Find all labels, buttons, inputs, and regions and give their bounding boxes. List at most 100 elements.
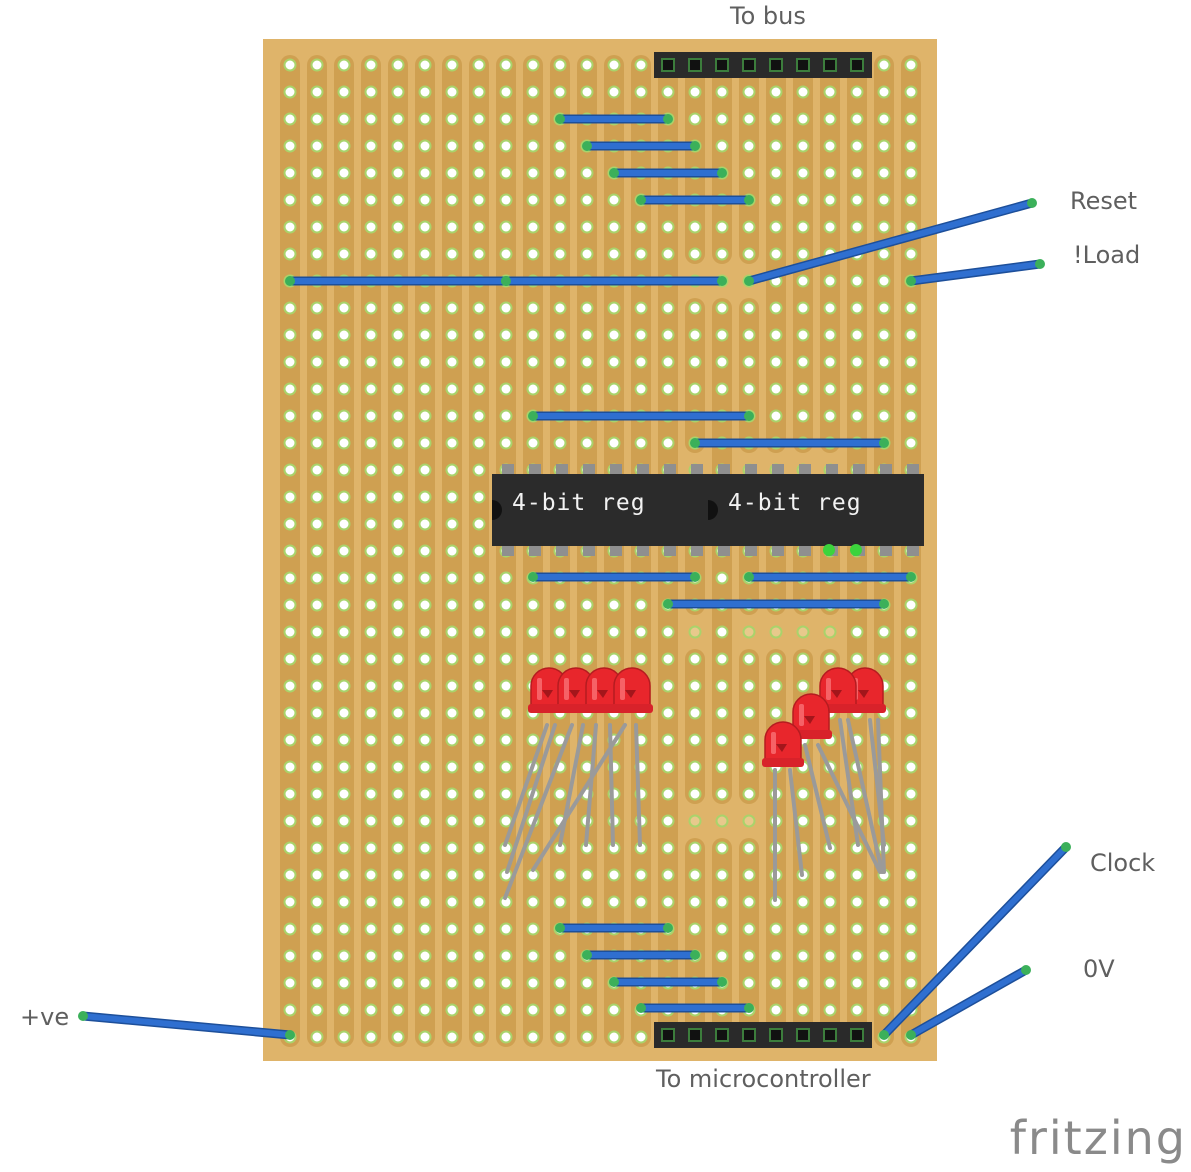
- hole: [337, 517, 351, 531]
- hole: [337, 220, 351, 234]
- wire-end: [663, 923, 673, 933]
- hole: [904, 895, 918, 909]
- hole: [553, 652, 567, 666]
- hole: [472, 814, 486, 828]
- hole: [472, 220, 486, 234]
- header-pin: [850, 1028, 864, 1042]
- hole: [904, 598, 918, 612]
- hole: [472, 463, 486, 477]
- hole: [904, 706, 918, 720]
- hole: [742, 814, 756, 828]
- hole: [418, 679, 432, 693]
- hole: [850, 220, 864, 234]
- hole: [418, 301, 432, 315]
- hole: [607, 328, 621, 342]
- wire-end: [879, 599, 889, 609]
- wire-end: [555, 114, 565, 124]
- hole: [877, 112, 891, 126]
- hole: [634, 868, 648, 882]
- hole: [391, 868, 405, 882]
- hole: [634, 436, 648, 450]
- wires: [78, 114, 1071, 1040]
- hole: [661, 436, 675, 450]
- hole: [499, 571, 513, 585]
- hole: [607, 1030, 621, 1044]
- hole: [445, 490, 459, 504]
- hole: [904, 247, 918, 261]
- leds: [528, 667, 886, 767]
- hole: [283, 220, 297, 234]
- hole: [715, 895, 729, 909]
- hole: [688, 841, 702, 855]
- hole: [850, 895, 864, 909]
- hole: [418, 490, 432, 504]
- hole: [391, 949, 405, 963]
- hole: [850, 139, 864, 153]
- hole: [904, 679, 918, 693]
- wire-end: [906, 276, 916, 286]
- hole: [472, 1030, 486, 1044]
- hole: [283, 787, 297, 801]
- hole: [391, 1030, 405, 1044]
- hole: [337, 85, 351, 99]
- hole: [823, 301, 837, 315]
- wire: [746, 200, 1035, 284]
- hole: [796, 139, 810, 153]
- wire: [908, 261, 1043, 284]
- hole: [904, 868, 918, 882]
- hole: [283, 112, 297, 126]
- hole: [742, 220, 756, 234]
- hole: [364, 949, 378, 963]
- zero-v-label: 0V: [1083, 955, 1115, 983]
- chip-pin: [853, 464, 865, 474]
- hole: [742, 895, 756, 909]
- wire-end: [717, 977, 727, 987]
- hole: [769, 625, 783, 639]
- hole: [472, 139, 486, 153]
- hole: [283, 436, 297, 450]
- hole: [634, 598, 648, 612]
- hole: [769, 706, 783, 720]
- hole: [742, 247, 756, 261]
- hole: [391, 598, 405, 612]
- hole: [283, 868, 297, 882]
- hole: [553, 328, 567, 342]
- hole: [283, 490, 297, 504]
- hole: [526, 976, 540, 990]
- header-pin: [796, 1028, 810, 1042]
- hole: [877, 274, 891, 288]
- hole: [337, 436, 351, 450]
- hole: [310, 949, 324, 963]
- hole: [904, 841, 918, 855]
- hole: [796, 787, 810, 801]
- hole: [823, 85, 837, 99]
- load-label: !Load: [1073, 241, 1141, 269]
- hole: [877, 58, 891, 72]
- hole: [364, 1030, 378, 1044]
- hole: [526, 85, 540, 99]
- chip-pin: [637, 464, 649, 474]
- hole: [661, 301, 675, 315]
- hole: [499, 112, 513, 126]
- hole: [445, 949, 459, 963]
- copper-strip: [739, 838, 759, 1047]
- hole: [472, 409, 486, 423]
- hole: [283, 922, 297, 936]
- hole: [283, 679, 297, 693]
- hole: [715, 112, 729, 126]
- hole: [661, 895, 675, 909]
- hole: [418, 706, 432, 720]
- copper-strips: [280, 55, 921, 1047]
- hole: [391, 760, 405, 774]
- hole: [742, 625, 756, 639]
- hole: [310, 220, 324, 234]
- hole: [823, 193, 837, 207]
- hole: [337, 463, 351, 477]
- hole: [850, 625, 864, 639]
- hole: [364, 382, 378, 396]
- hole: [310, 301, 324, 315]
- hole: [472, 868, 486, 882]
- chip-pin: [583, 464, 595, 474]
- hole: [607, 652, 621, 666]
- chip-pin: [610, 464, 622, 474]
